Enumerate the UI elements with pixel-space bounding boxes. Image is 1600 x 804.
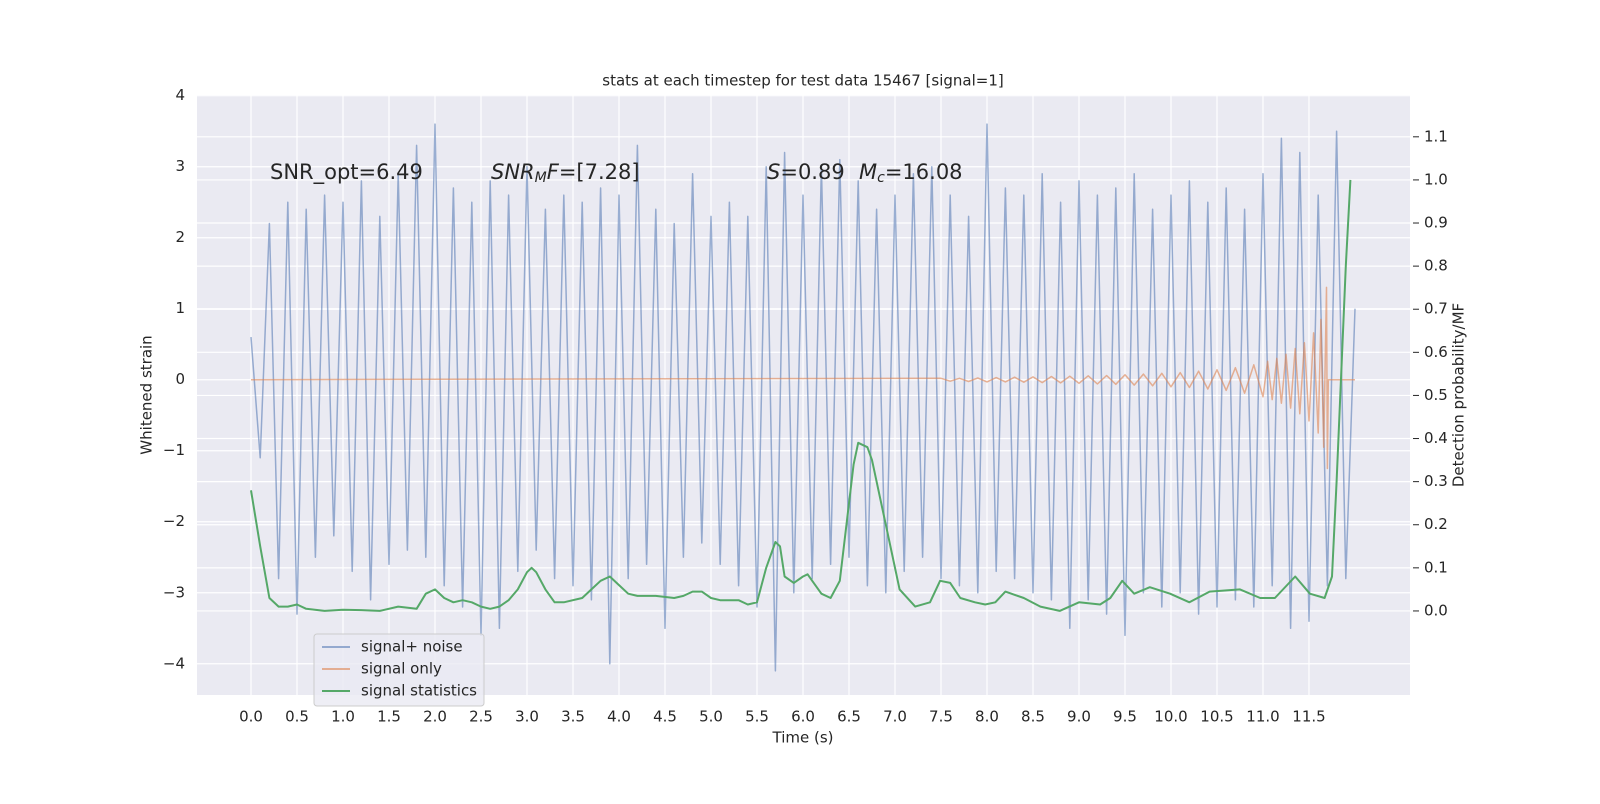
x-tick-label: 7.5 xyxy=(929,708,953,726)
annotation-part: S xyxy=(767,160,780,184)
y-axis-label: Whitened strain xyxy=(138,335,156,454)
x-tick-label: 0.0 xyxy=(239,708,263,726)
x-tick-label: 0.5 xyxy=(285,708,309,726)
series-line xyxy=(250,179,1352,612)
x-tick-label: 9.0 xyxy=(1067,708,1091,726)
y-tick-label: 4 xyxy=(175,86,185,104)
x-tick-label: 5.0 xyxy=(699,708,723,726)
x-tick-label: 8.0 xyxy=(975,708,999,726)
legend-label: signal only xyxy=(361,660,442,678)
y-tick-label: 2 xyxy=(175,228,185,246)
chart-title: stats at each timestep for test data 154… xyxy=(602,72,1003,90)
annotation-part: F xyxy=(547,160,560,184)
legend: signal+ noise signal only signal statistic… xyxy=(313,633,485,707)
y2-tick-label: 0.4 xyxy=(1424,429,1448,447)
legend-box xyxy=(313,633,485,707)
y2-tick-label: 1.1 xyxy=(1424,127,1448,145)
x-tick-label: 6.5 xyxy=(837,708,861,726)
x-tick-label: 3.5 xyxy=(561,708,585,726)
plot-area xyxy=(197,95,1410,695)
y-tick-label: −4 xyxy=(163,654,185,672)
x-tick-label: 8.5 xyxy=(1021,708,1045,726)
x-tick-label: 5.5 xyxy=(745,708,769,726)
x-tick-label: 11.5 xyxy=(1292,708,1325,726)
x-tick-label: 2.0 xyxy=(423,708,447,726)
x-tick-label: 9.5 xyxy=(1113,708,1137,726)
x-tick-label: 1.0 xyxy=(331,708,355,726)
y2-tick-label: 0.7 xyxy=(1424,300,1448,318)
series-line xyxy=(250,286,1355,470)
annotation: SNRMF=[7.28] xyxy=(491,160,640,186)
y2-tick-label: 0.1 xyxy=(1424,558,1448,576)
x-tick-label: 10.5 xyxy=(1200,708,1233,726)
series-line xyxy=(250,123,1356,672)
y-tick-label: −2 xyxy=(163,512,185,530)
annotation-part: SNR_opt=6.49 xyxy=(270,160,423,185)
annotation-part: M xyxy=(535,170,547,186)
annotation-part: =16.08 xyxy=(885,160,963,184)
y2-tick-label: 1.0 xyxy=(1424,170,1448,188)
annotation: Mc=16.08 xyxy=(859,160,963,186)
y2-tick-label: 0.0 xyxy=(1424,601,1448,619)
x-axis-label: Time (s) xyxy=(772,729,834,747)
x-tick-label: 4.5 xyxy=(653,708,677,726)
legend-label: signal+ noise xyxy=(361,638,463,656)
annotation-part: =0.89 xyxy=(780,160,844,184)
y-tick-label: 0 xyxy=(175,370,185,388)
x-tick-label: 1.5 xyxy=(377,708,401,726)
x-tick-label: 6.0 xyxy=(791,708,815,726)
x-tick-label: 3.0 xyxy=(515,708,539,726)
x-tick-label: 2.5 xyxy=(469,708,493,726)
y-tick-label: −1 xyxy=(163,441,185,459)
y-tick-label: −3 xyxy=(163,583,185,601)
x-tick-label: 11.0 xyxy=(1246,708,1279,726)
annotation: SNR_opt=6.49 xyxy=(270,160,423,185)
annotation: S=0.89 xyxy=(767,160,845,184)
y2-tick-label: 0.9 xyxy=(1424,214,1448,232)
annotation-part: =[7.28] xyxy=(559,160,640,184)
y2-axis-label: Detection probability/MF xyxy=(1450,303,1468,487)
x-tick-label: 7.0 xyxy=(883,708,907,726)
annotation-part: M xyxy=(859,160,877,184)
legend-label: signal statistics xyxy=(361,682,477,700)
x-tick-label: 10.0 xyxy=(1154,708,1187,726)
y2-tick-label: 0.6 xyxy=(1424,343,1448,361)
y-tick-label: 3 xyxy=(175,157,185,175)
y2-tick-label: 0.8 xyxy=(1424,257,1448,275)
x-tick-label: 4.0 xyxy=(607,708,631,726)
y2-tick-label: 0.5 xyxy=(1424,386,1448,404)
annotation-part: SNR xyxy=(491,160,535,184)
y-tick-label: 1 xyxy=(175,299,185,317)
y2-tick-label: 0.2 xyxy=(1424,515,1448,533)
y2-tick-label: 0.3 xyxy=(1424,472,1448,490)
annotation-part: c xyxy=(877,170,885,186)
